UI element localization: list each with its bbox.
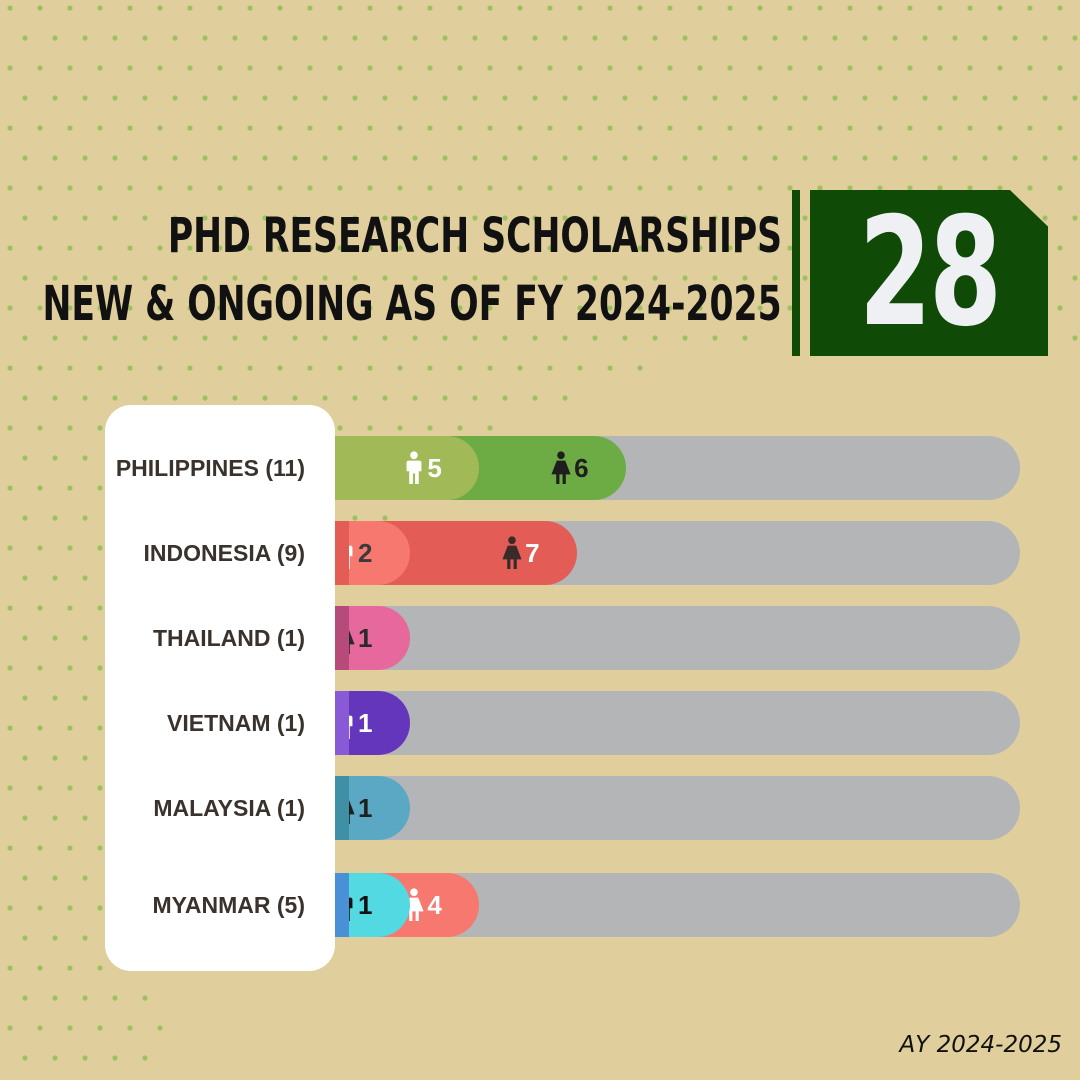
country-label: MYANMAR (5) [152, 892, 306, 918]
segment-count: 1 [358, 707, 373, 738]
country-label: PHILIPPINES (11) [115, 455, 305, 481]
title-line-2: NEW & ONGOING AS OF FY 2024-2025 [42, 276, 782, 332]
male-icon [403, 451, 427, 485]
title-line-1: PHD RESEARCH SCHOLARSHIPS [167, 208, 782, 264]
segment-count: 4 [427, 889, 442, 920]
country-label-card [105, 405, 335, 971]
academic-year-label: AY 2024-2025 [899, 1032, 1062, 1058]
country-label: INDONESIA (9) [143, 540, 305, 566]
bar-accent-stub [335, 521, 349, 585]
bar-accent-stub [335, 606, 349, 670]
segment-count: 5 [427, 452, 442, 483]
female-icon [501, 536, 525, 570]
segment-count: 2 [358, 537, 373, 568]
bar-accent-stub [335, 873, 349, 937]
bar-track [335, 606, 1020, 670]
segment-value: 7 [501, 521, 540, 585]
segment-value: 6 [550, 436, 589, 500]
female-icon [550, 451, 574, 485]
total-badge: 28 [810, 190, 1048, 356]
segment-count: 7 [525, 537, 540, 568]
total-count: 28 [858, 186, 1002, 360]
segment-count: 1 [358, 792, 373, 823]
segment-count: 6 [574, 452, 589, 483]
country-label: THAILAND (1) [152, 625, 305, 651]
country-label: MALAYSIA (1) [153, 795, 305, 821]
segment-count: 1 [358, 622, 373, 653]
segment-value: 5 [403, 436, 442, 500]
bar-track [335, 776, 1020, 840]
country-label: VIETNAM (1) [167, 710, 305, 736]
title-divider [792, 190, 800, 356]
bar-accent-stub [335, 691, 349, 755]
bar-track [335, 691, 1020, 755]
segment-count: 1 [358, 889, 373, 920]
bar-accent-stub [335, 776, 349, 840]
